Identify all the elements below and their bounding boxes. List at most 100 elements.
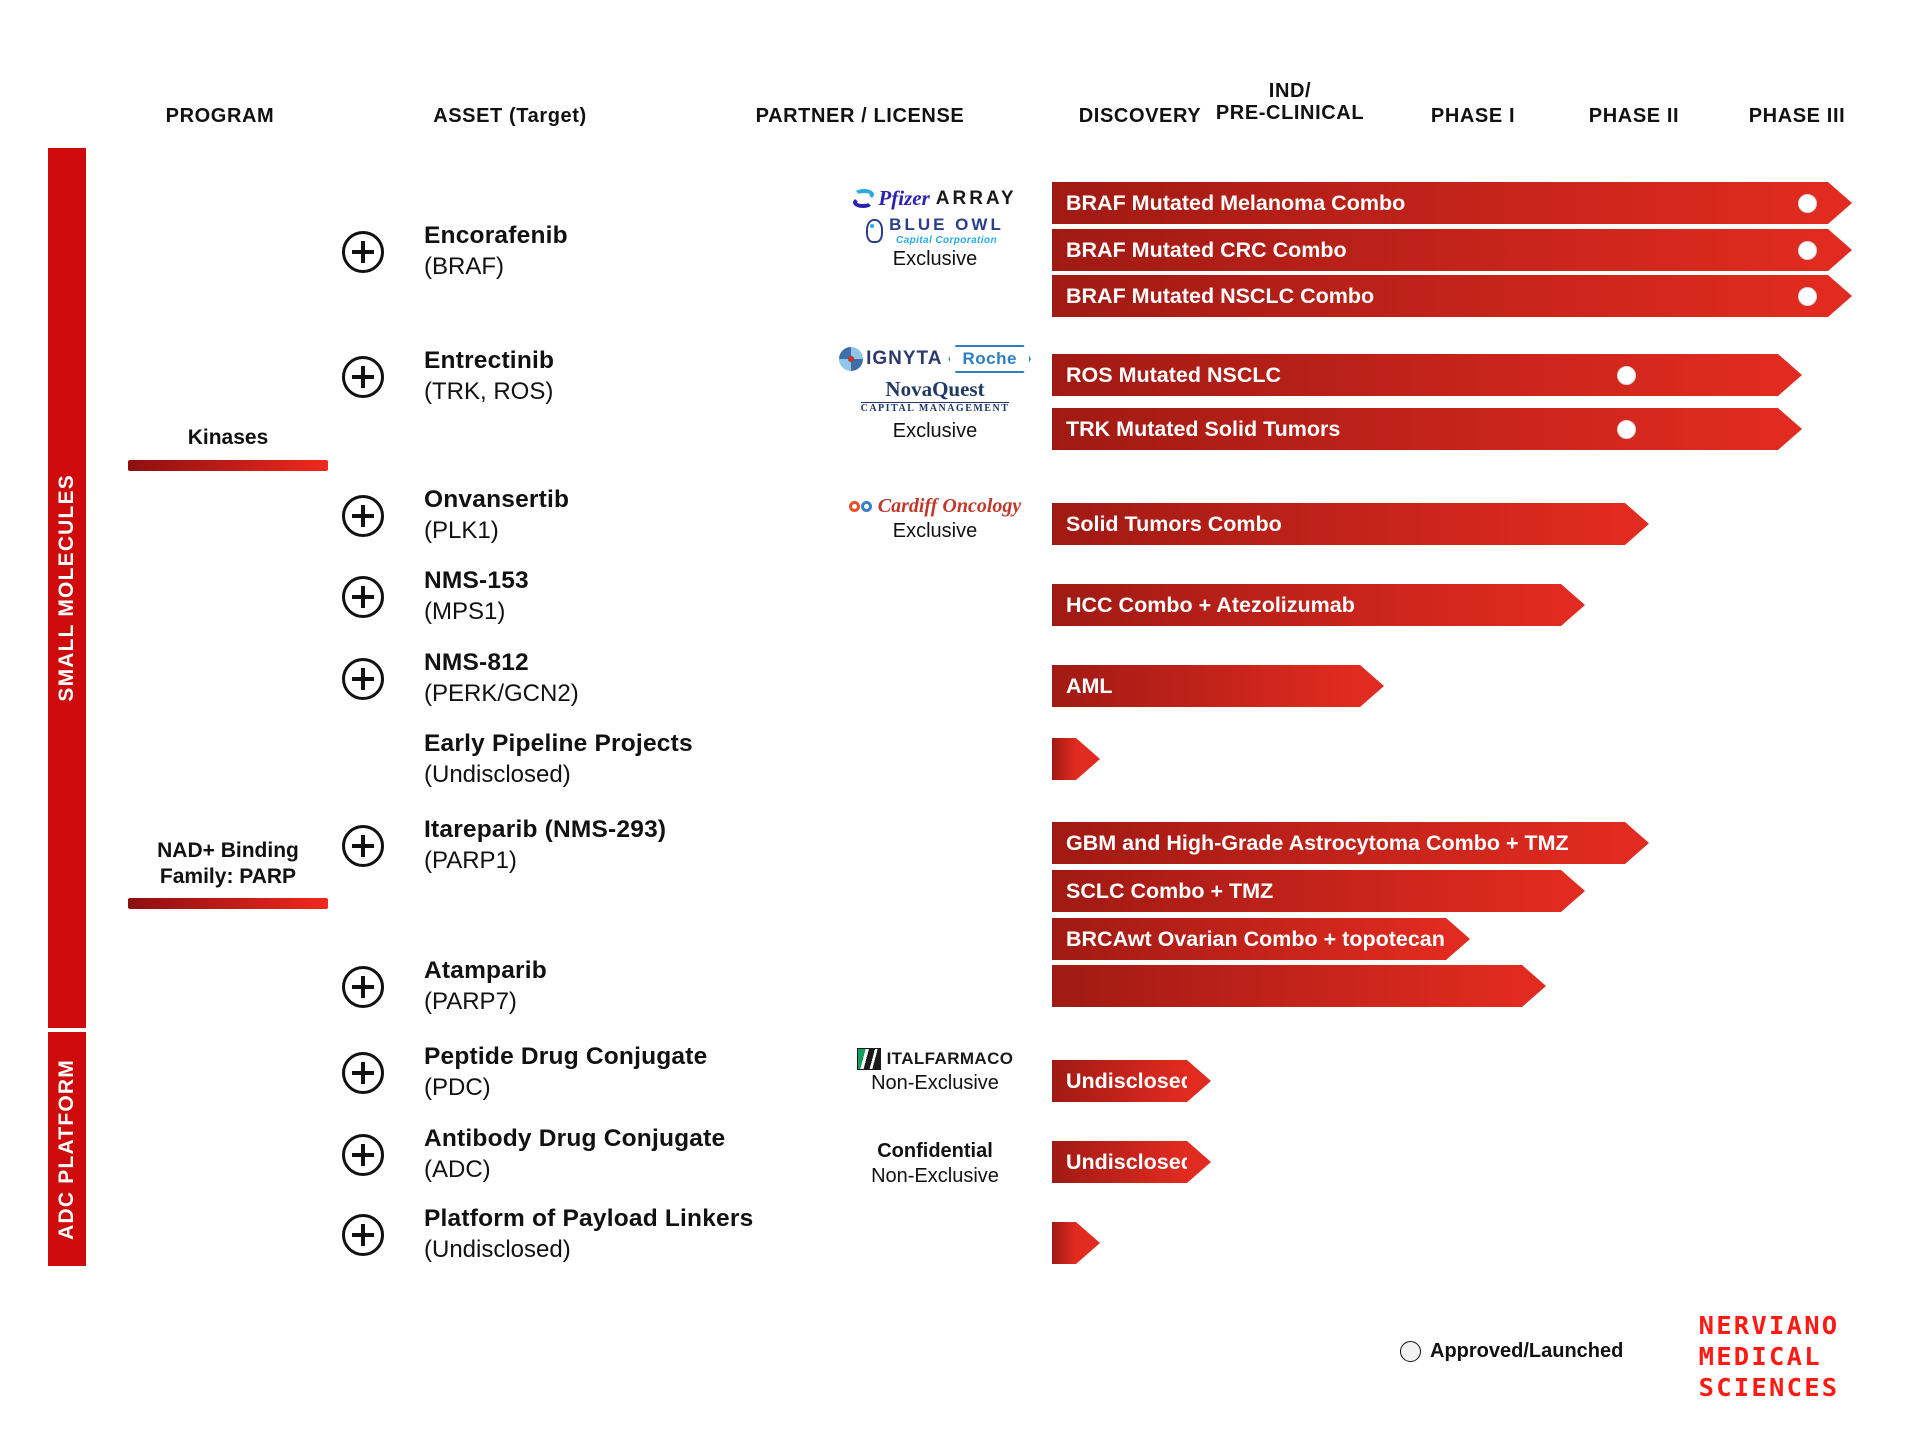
bar-hcc-atezo[interactable]: HCC Combo + Atezolizumab [1052,584,1561,626]
partner-entrectinib-logos: IGNYTA Roche [795,345,1075,373]
blue-owl-logo-text: BLUE OWL [889,215,1004,234]
bar-braf-nsclc-label: BRAF Mutated NSCLC Combo [1066,283,1375,308]
asset-entrectinib-target: (TRK, ROS) [424,378,554,405]
row-divider-7 [120,950,1920,952]
roche-logo: Roche [948,345,1031,373]
partner-encorafenib-logos: Pfizer ARRAY [795,186,1075,211]
bar-pdc-undisclosed[interactable]: Undisclosed [1052,1060,1194,1102]
asset-onvansertib-target: (PLK1) [424,517,499,544]
column-header-phase1: PHASE I [1430,105,1516,127]
partner-encorafenib: Pfizer ARRAY BLUE OWL Capital Corporatio… [795,186,1075,271]
bar-adc-undisclosed[interactable]: Undisclosed [1052,1141,1194,1183]
asset-pdc: Peptide Drug Conjugate (PDC) [424,1043,707,1102]
partner-pdc-terms: Non-Exclusive [871,1072,999,1094]
array-logo-text: ARRAY [935,187,1017,209]
bar-braf-crc-label: BRAF Mutated CRC Combo [1066,237,1347,262]
asset-itareparib: Itareparib (NMS-293) (PARP1) [424,816,666,875]
bar-braf-melanoma[interactable]: BRAF Mutated Melanoma Combo [1052,182,1828,224]
bar-hcc-atezo-label: HCC Combo + Atezolizumab [1066,592,1355,617]
bar-solid-combo[interactable]: Solid Tumors Combo [1052,503,1625,545]
asset-pdc-target: (PDC) [424,1074,491,1101]
program-group-kinases: Kinases [128,425,328,471]
bar-gbm-tmz[interactable]: GBM and High-Grade Astrocytoma Combo + T… [1052,822,1625,864]
bar-gbm-tmz-label: GBM and High-Grade Astrocytoma Combo + T… [1066,830,1569,855]
bar-sclc-tmz[interactable]: SCLC Combo + TMZ [1052,870,1561,912]
cardiff-oncology-logo: Cardiff Oncology [877,495,1022,517]
expand-entrectinib[interactable] [342,356,384,398]
bar-atamparib[interactable] [1052,965,1522,1007]
rail-adc-platform: ADC PLATFORM [48,1032,86,1266]
expand-pdc[interactable] [342,1052,384,1094]
row-divider-4 [120,638,1920,640]
asset-atamparib: Atamparib (PARP7) [424,957,547,1016]
program-group-kinases-label: Kinases [187,426,269,449]
asset-payload-linkers: Platform of Payload Linkers (Undisclosed… [424,1205,753,1264]
asset-encorafenib-target: (BRAF) [424,253,504,280]
bar-payload-linkers[interactable] [1052,1222,1076,1264]
bar-early-pipeline[interactable] [1052,738,1076,780]
column-header-asset: ASSET (Target) [433,105,587,127]
blue-owl-logo-sub: Capital Corporation [896,235,997,246]
array-biopharma-logo: ARRAY [936,188,1017,210]
bar-brcawt-ovarian-label: BRCAwt Ovarian Combo + topotecan [1066,926,1445,951]
asset-entrectinib-name: Entrectinib [424,347,555,374]
expand-encorafenib[interactable] [342,231,384,273]
column-header-phase2: PHASE II [1588,105,1680,127]
bar-aml[interactable]: AML [1052,665,1360,707]
asset-nms-153-name: NMS-153 [424,567,529,594]
novaquest-logo-text: NovaQuest [885,377,985,401]
bar-braf-nsclc[interactable]: BRAF Mutated NSCLC Combo [1052,275,1828,317]
expand-onvansertib[interactable] [342,495,384,537]
novaquest-logo: NovaQuest CAPITAL MANAGEMENT [860,377,1010,414]
asset-itareparib-name: Itareparib (NMS-293) [424,816,667,843]
expand-itareparib[interactable] [342,825,384,867]
row-divider-6 [120,800,1920,802]
expand-atamparib[interactable] [342,966,384,1008]
asset-early-pipeline-target: (Undisclosed) [424,761,571,788]
legend-approved: Approved/Launched [1400,1340,1623,1363]
approved-marker-trk-solid [1617,419,1636,439]
partner-pdc-logos: ITALFARMACO [795,1048,1075,1070]
ind-line-1: IND/ [1268,80,1312,102]
approved-marker-braf-crc [1798,240,1817,260]
legend-approved-marker-icon [1400,1341,1421,1362]
row-divider-1 [120,320,1920,322]
italfarmaco-mark-icon [856,1048,881,1070]
ind-line-2: PRE-CLINICAL [1215,102,1365,125]
bar-sclc-tmz-label: SCLC Combo + TMZ [1066,878,1274,903]
asset-adc-target: (ADC) [424,1156,491,1183]
bar-brcawt-ovarian[interactable]: BRCAwt Ovarian Combo + topotecan [1052,918,1446,960]
bar-ros-nsclc[interactable]: ROS Mutated NSCLC [1052,354,1778,396]
asset-adc-name: Antibody Drug Conjugate [424,1125,726,1152]
column-header-phase3: PHASE III [1748,105,1846,127]
program-group-nad-underline [128,898,328,910]
bar-braf-melanoma-label: BRAF Mutated Melanoma Combo [1066,190,1406,215]
novaquest-logo-sub: CAPITAL MANAGEMENT [860,402,1010,414]
column-header-program: PROGRAM [165,105,275,127]
bar-pdc-undisclosed-label: Undisclosed [1066,1068,1194,1093]
rail-small-molecules: SMALL MOLECULES [48,148,86,1028]
brand-line-1: NERVIANO [1698,1311,1840,1340]
expand-nms-153[interactable] [342,576,384,618]
bar-braf-crc[interactable]: BRAF Mutated CRC Combo [1052,229,1828,271]
brand-line-2: MEDICAL [1698,1342,1822,1371]
asset-pdc-name: Peptide Drug Conjugate [424,1043,708,1070]
bar-adc-undisclosed-label: Undisclosed [1066,1149,1194,1174]
italfarmaco-logo-text: ITALFARMACO [886,1049,1014,1068]
column-header-partner: PARTNER / LICENSE [755,105,965,127]
asset-atamparib-name: Atamparib [424,957,547,984]
partner-adc-confidential: Confidential [877,1140,993,1162]
ignyta-logo: IGNYTA [839,347,942,371]
asset-atamparib-target: (PARP7) [424,988,517,1015]
approved-marker-braf-nsclc [1798,286,1817,306]
column-header-discovery: DISCOVERY [1078,105,1202,127]
bar-trk-solid[interactable]: TRK Mutated Solid Tumors [1052,408,1778,450]
expand-payload-linkers[interactable] [342,1214,384,1256]
expand-adc[interactable] [342,1134,384,1176]
ignyta-logo-text: IGNYTA [866,348,943,369]
bar-trk-solid-label: TRK Mutated Solid Tumors [1066,416,1341,441]
approved-marker-ros-nsclc [1617,365,1636,385]
expand-nms-812[interactable] [342,658,384,700]
program-group-nad-line-1: NAD+ Binding [157,839,299,862]
